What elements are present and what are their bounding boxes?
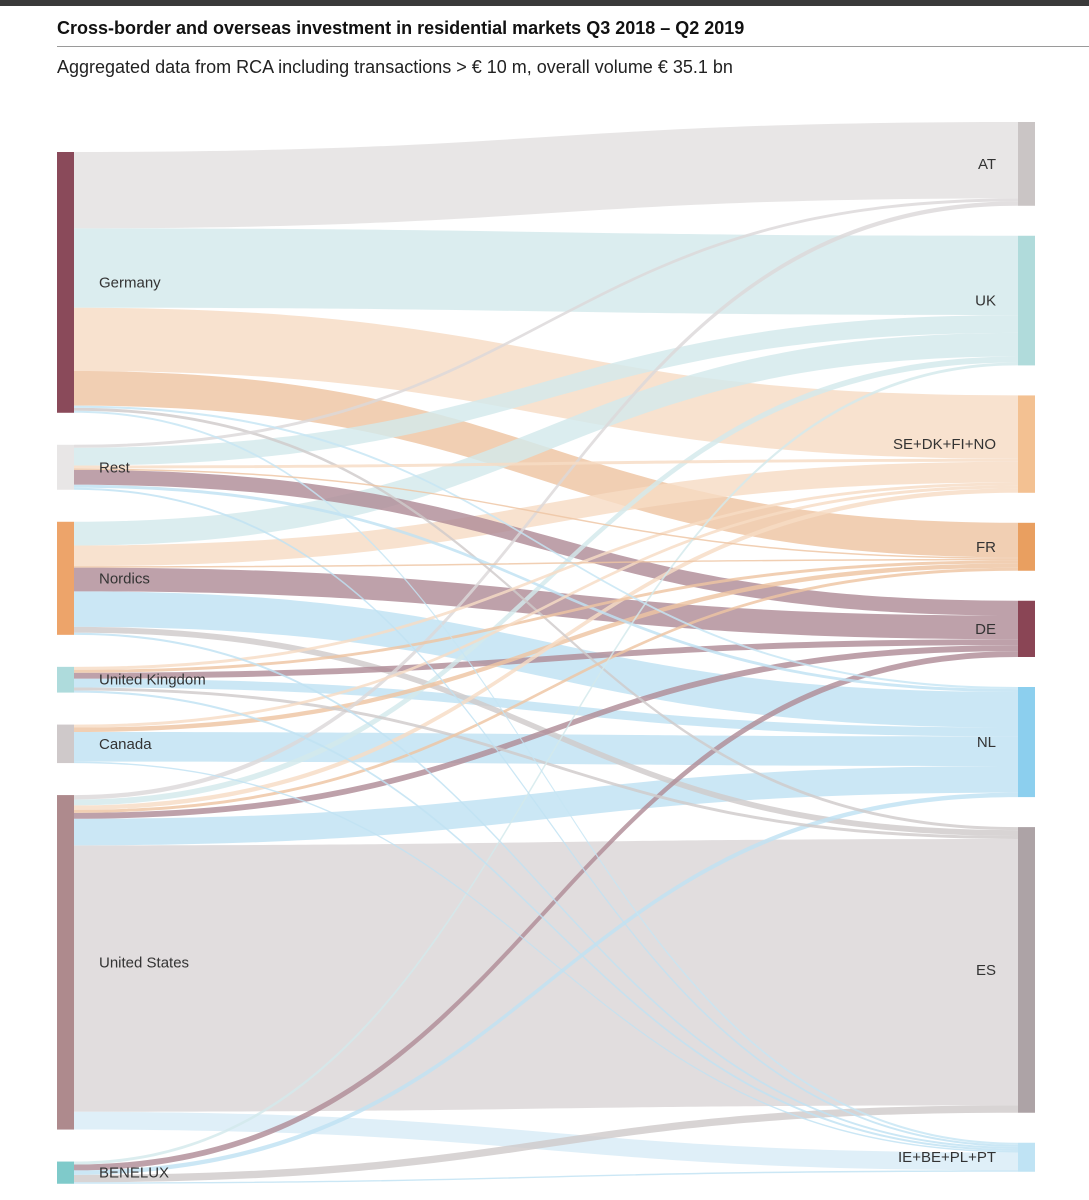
flow-us-to-fr — [74, 567, 1018, 813]
target-node-nordic_t — [1018, 395, 1035, 493]
flow-benelux-to-es — [74, 1105, 1018, 1183]
target-node-de — [1018, 600, 1035, 657]
target-node-es — [1018, 827, 1035, 1113]
source-node-germany — [57, 152, 74, 413]
flow-rest-to-uk — [74, 315, 1018, 466]
flow-canada-to-ie — [74, 761, 1018, 1153]
labels-layer: Germany Rest Nordics United Kingdom Canada Un… — [99, 156, 996, 1182]
source-node-nordics — [57, 521, 74, 635]
source-node-canada — [57, 724, 74, 764]
flow-germany-to-ie — [74, 410, 1018, 1145]
flow-rest-to-nordic_t — [74, 458, 1018, 469]
flow-us-to-nl — [74, 766, 1018, 846]
source-label-nordics: Nordics — [99, 570, 150, 587]
source-label-benelux: BENELUX — [99, 1165, 169, 1182]
title-rule — [57, 46, 1089, 47]
target-node-fr — [1018, 522, 1035, 571]
target-node-at — [1018, 122, 1035, 206]
flow-us-to-de — [74, 645, 1018, 819]
source-node-rest — [57, 444, 74, 490]
flow-canada-to-nordic_t — [74, 485, 1018, 728]
flow-germany-to-nl — [74, 405, 1018, 690]
source-label-germany: Germany — [99, 274, 161, 291]
target-node-uk — [1018, 235, 1035, 366]
chart-title: Cross-border and overseas investment in … — [57, 18, 745, 38]
flow-nordics-to-uk — [74, 332, 1018, 546]
flow-nordics-to-de — [74, 567, 1018, 640]
flow-canada-to-nl — [74, 731, 1018, 767]
target-label-nl: NL — [977, 734, 996, 751]
target-label-ie: IE+BE+PL+PT — [898, 1149, 996, 1166]
flow-uk_src-to-ie — [74, 690, 1018, 1152]
flow-us-to-nordic_t — [74, 488, 1018, 810]
flow-germany-to-uk — [74, 228, 1018, 316]
target-label-nordic_t: SE+DK+FI+NO — [893, 436, 996, 453]
flow-benelux-to-de — [74, 651, 1018, 1171]
source-label-us: United States — [99, 954, 189, 971]
flow-uk_src-to-nordic_t — [74, 482, 1018, 670]
source-node-uk_src — [57, 666, 74, 693]
source-node-benelux — [57, 1161, 74, 1184]
flow-us-to-es — [74, 838, 1018, 1112]
target-label-at: AT — [978, 156, 996, 173]
target-node-nl — [1018, 686, 1035, 798]
target-label-uk: UK — [975, 293, 996, 310]
target-label-fr: FR — [976, 539, 996, 556]
target-label-es: ES — [976, 962, 996, 979]
flow-benelux-to-nl — [74, 792, 1018, 1175]
flow-uk_src-to-de — [74, 639, 1018, 679]
source-node-us — [57, 795, 74, 1130]
flows-layer — [74, 122, 1018, 1184]
source-label-canada: Canada — [99, 736, 152, 753]
flow-rest-to-at — [74, 198, 1018, 448]
flow-us-to-at — [74, 201, 1018, 800]
flow-nordics-to-fr — [74, 558, 1018, 568]
source-label-uk_src: United Kingdom — [99, 672, 206, 689]
flow-nordics-to-ie — [74, 632, 1018, 1149]
flow-benelux-to-uk — [74, 362, 1018, 1165]
top-rule — [0, 0, 1089, 6]
flow-germany-to-at — [74, 122, 1018, 229]
flow-uk_src-to-fr — [74, 560, 1018, 673]
flow-rest-to-de — [74, 469, 1018, 616]
source-label-rest: Rest — [99, 459, 131, 476]
target-node-ie — [1018, 1142, 1035, 1172]
flow-rest-to-nl — [74, 484, 1018, 693]
nodes-layer — [57, 122, 1035, 1184]
flow-us-to-uk — [74, 356, 1018, 806]
chart-subtitle: Aggregated data from RCA including trans… — [57, 57, 733, 77]
flow-rest-to-fr — [74, 468, 1018, 559]
flow-benelux-to-ie — [74, 1170, 1018, 1184]
flow-rest-to-ie — [74, 487, 1018, 1147]
flow-uk_src-to-nl — [74, 678, 1018, 737]
flow-germany-to-es — [74, 407, 1018, 831]
target-label-de: DE — [975, 621, 996, 638]
